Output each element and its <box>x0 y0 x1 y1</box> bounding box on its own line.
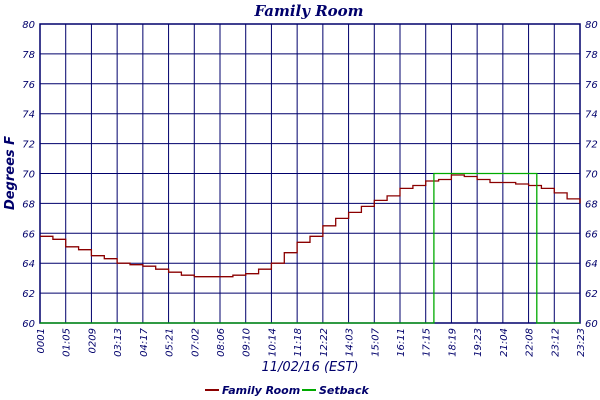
legend-label-family-room: Family Room <box>222 384 300 397</box>
y-tick-label-right: 80 <box>585 20 598 31</box>
y-tick-label-right: 60 <box>585 319 598 330</box>
legend: Family Room Setback <box>205 384 369 397</box>
grid <box>39 23 581 324</box>
y-tick-label-left: 62 <box>22 289 35 300</box>
y-tick-label-left: 74 <box>22 110 35 121</box>
y-tick-label-left: 70 <box>22 170 35 181</box>
legend-label-setback: Setback <box>319 384 369 397</box>
x-tick-label: 14:03 <box>345 328 356 357</box>
x-tick-label: 23:12 <box>550 328 561 357</box>
x-tick-label: 0209 <box>87 328 98 353</box>
x-tick-label: 08:06 <box>216 328 227 357</box>
y-tick-label-left: 72 <box>22 140 35 151</box>
x-tick-label: 03:13 <box>113 328 124 357</box>
y-tick-label-right: 68 <box>585 199 598 210</box>
y-axis-label: Degrees F <box>3 136 18 210</box>
x-tick-label: 19:23 <box>473 328 484 357</box>
y-tick-label-left: 80 <box>22 20 35 31</box>
y-tick-label-right: 76 <box>585 80 598 91</box>
y-tick-label-left: 68 <box>22 199 35 210</box>
y-tick-label-right: 64 <box>585 259 598 270</box>
series-line-setback <box>40 172 580 324</box>
x-tick-label: 15:07 <box>370 327 381 356</box>
x-tick-label: 12:22 <box>319 328 330 357</box>
x-tick-label: 18:19 <box>447 328 458 357</box>
ticks: 60 60 62 62 64 64 66 66 68 68 70 70 72 72 74 74 76 76 78 78… <box>22 20 597 357</box>
x-tick-label: 16:11 <box>396 328 407 357</box>
x-tick-label: 10:14 <box>267 328 278 357</box>
x-tick-label: 09:10 <box>242 328 253 357</box>
y-tick-label-left: 64 <box>22 259 35 270</box>
chart-title: Family Room <box>253 2 363 20</box>
y-tick-label-right: 74 <box>585 110 598 121</box>
x-axis-label: 11/02/16 (EST) <box>261 360 358 375</box>
y-tick-label-right: 72 <box>585 140 598 151</box>
x-tick-label: 23:23 <box>576 328 587 357</box>
series-line-family-room <box>40 174 581 278</box>
x-tick-label: 04:17 <box>139 327 150 356</box>
x-tick-label: 22:08 <box>525 328 536 357</box>
x-tick-label: 11:18 <box>293 328 304 357</box>
y-tick-label-right: 62 <box>585 289 598 300</box>
y-tick-label-right: 78 <box>585 50 598 61</box>
y-tick-label-left: 66 <box>22 229 35 240</box>
x-tick-label: 21:04 <box>499 328 510 357</box>
x-tick-label: 0001 <box>36 328 47 353</box>
y-tick-label-right: 70 <box>585 170 598 181</box>
x-tick-label: 05:21 <box>165 328 176 357</box>
y-tick-label-left: 60 <box>22 319 35 330</box>
x-tick-label: 07:02 <box>190 328 201 357</box>
series-layer <box>40 172 581 324</box>
y-tick-label-right: 66 <box>585 229 598 240</box>
y-tick-label-left: 76 <box>22 80 35 91</box>
y-tick-label-left: 78 <box>22 50 35 61</box>
x-tick-label: 17:15 <box>422 328 433 357</box>
x-tick-label: 01:05 <box>62 328 73 357</box>
